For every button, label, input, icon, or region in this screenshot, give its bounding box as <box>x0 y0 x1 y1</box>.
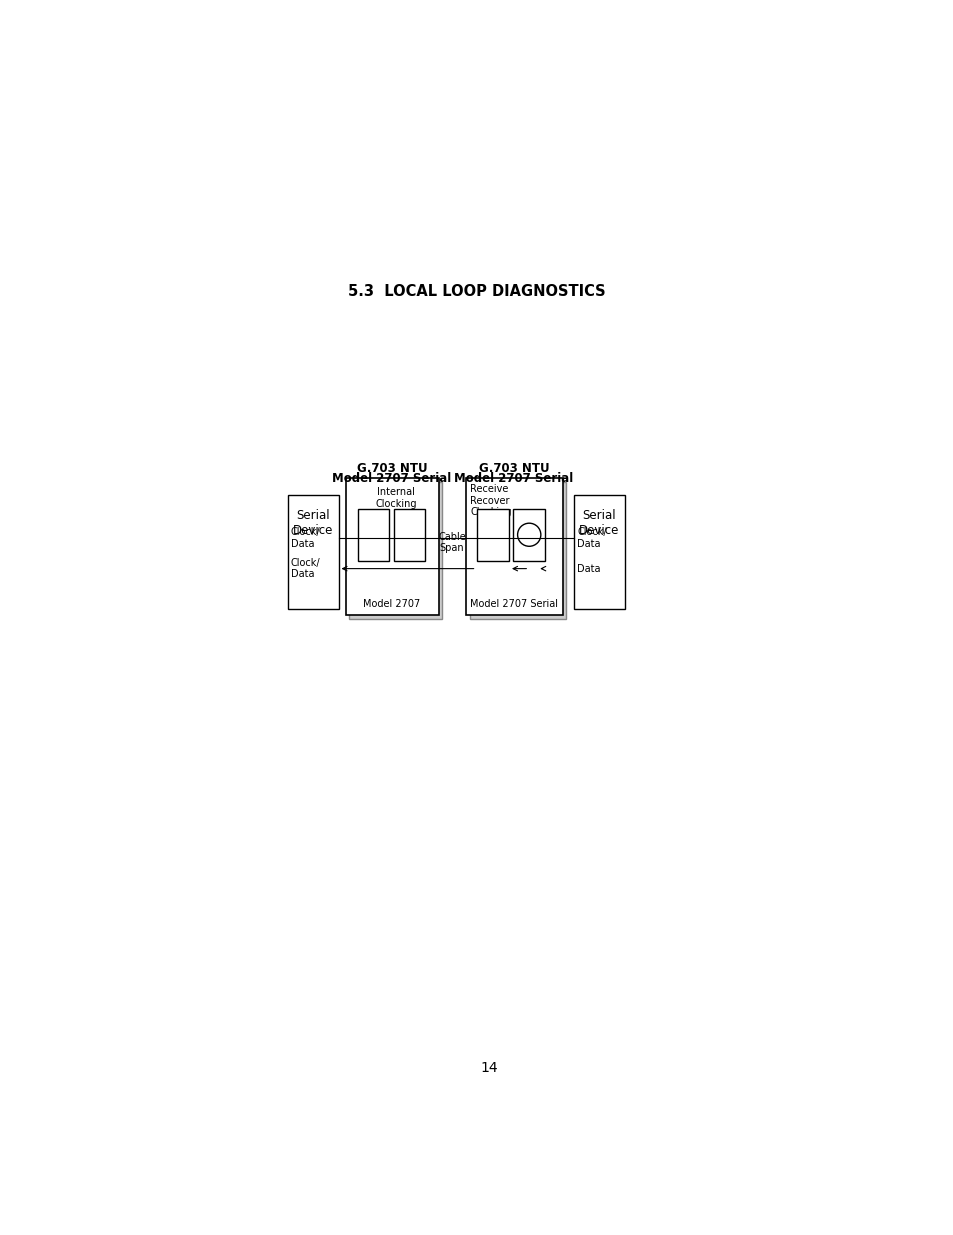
Bar <box>574 495 624 609</box>
Bar <box>476 509 509 561</box>
Bar <box>513 509 545 561</box>
Text: 5.3  LOCAL LOOP DIAGNOSTICS: 5.3 LOCAL LOOP DIAGNOSTICS <box>348 284 605 300</box>
Text: G.703 NTU: G.703 NTU <box>356 462 427 474</box>
Text: Model 2707 Serial: Model 2707 Serial <box>454 473 573 485</box>
Text: 14: 14 <box>479 1061 497 1076</box>
Bar <box>345 478 438 615</box>
Text: Clock/
Data: Clock/ Data <box>291 558 320 579</box>
Text: Model 2707: Model 2707 <box>363 599 420 609</box>
Bar <box>357 509 389 561</box>
Text: Clock/
Data: Clock/ Data <box>577 527 606 548</box>
Bar <box>288 495 338 609</box>
Text: Receive
Recover
Clocking: Receive Recover Clocking <box>470 484 512 517</box>
Bar <box>465 478 562 615</box>
Text: Internal
Clocking: Internal Clocking <box>375 487 416 509</box>
Text: Clock/
Data: Clock/ Data <box>291 527 320 548</box>
Text: Serial
Device: Serial Device <box>293 509 334 536</box>
Bar <box>349 482 442 619</box>
Text: Data: Data <box>480 530 504 540</box>
Bar <box>394 509 425 561</box>
Text: Model 2707 Serial: Model 2707 Serial <box>332 473 451 485</box>
Text: Data: Data <box>577 563 600 573</box>
Bar <box>469 482 566 619</box>
Text: Serial
Device: Serial Device <box>578 509 618 536</box>
Text: Model 2707 Serial: Model 2707 Serial <box>470 599 558 609</box>
Text: Cable
Span: Cable Span <box>437 531 465 553</box>
Text: G.703 NTU: G.703 NTU <box>478 462 549 474</box>
